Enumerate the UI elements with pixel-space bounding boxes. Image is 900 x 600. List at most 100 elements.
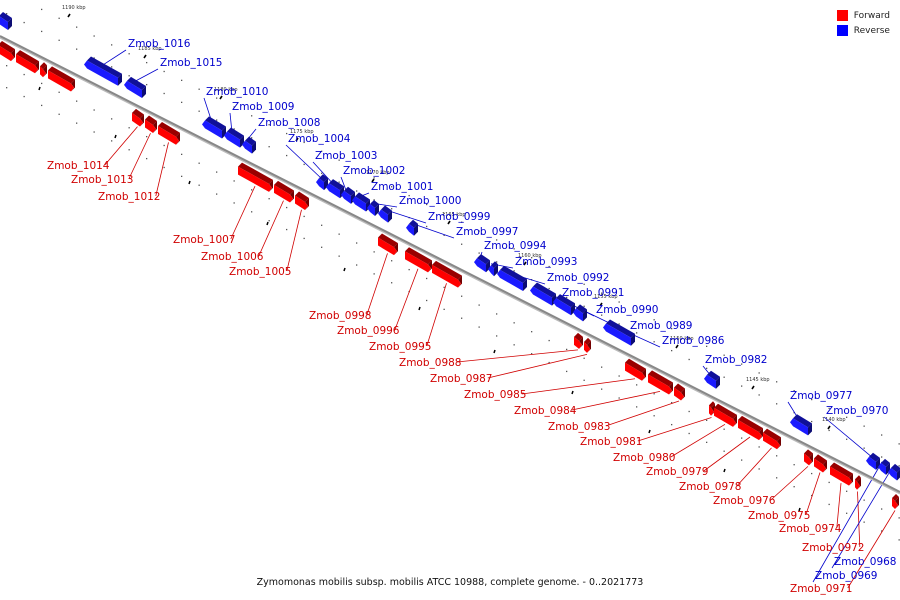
position-dot — [601, 366, 603, 368]
kbp-tick-label: 1155 kbp — [594, 294, 618, 300]
gene-feature-zmob-0996 — [405, 247, 432, 273]
feature-front-face — [574, 336, 582, 349]
feature-front-face — [497, 269, 523, 291]
feature-side-face — [823, 460, 827, 473]
feature-side-face — [140, 114, 144, 127]
kbp-tick-label: 1140 kbp — [822, 417, 846, 423]
feature-top-face — [500, 265, 527, 283]
gene-label-zmob-0971: Zmob_0971 — [790, 583, 852, 595]
gene-label-zmob-1007: Zmob_1007 — [173, 234, 235, 246]
leader-line — [394, 268, 419, 331]
gene-label-zmob-0970: Zmob_0970 — [826, 405, 888, 417]
kbp-tick-label: 1145 kbp — [746, 377, 770, 383]
feature-front-face — [625, 362, 645, 381]
feature-side-face — [494, 264, 498, 277]
position-dot — [583, 379, 585, 381]
position-dot — [286, 228, 288, 231]
feature-front-face — [804, 453, 812, 466]
position-dot — [251, 137, 253, 139]
position-dot — [41, 8, 43, 11]
position-dot — [478, 326, 480, 328]
feature-side-face — [579, 336, 583, 349]
kbp-tick-label: 1180 kbp — [214, 87, 238, 93]
position-dot — [233, 106, 235, 108]
position-dot — [286, 154, 288, 157]
feature-side-face — [142, 85, 146, 98]
feature-side-face — [8, 18, 12, 31]
position-dot — [496, 335, 498, 337]
minor-tick — [266, 221, 269, 226]
backbone-line — [0, 35, 900, 493]
position-dot — [478, 304, 480, 306]
gene-feature-zmob-0994 — [474, 254, 490, 273]
position-dot — [146, 61, 148, 64]
position-dot — [863, 447, 865, 449]
position-dot — [391, 282, 393, 284]
feature-front-face — [603, 323, 631, 346]
position-dot — [653, 415, 655, 417]
position-dot — [286, 206, 288, 209]
gene-feature-zmob-0995 — [432, 260, 462, 288]
position-dot — [233, 180, 235, 182]
feature-top-face — [227, 127, 244, 140]
gene-feature-zmob-0989 — [573, 304, 587, 322]
position-dot — [93, 57, 95, 59]
feature-side-face — [458, 275, 462, 288]
position-dot — [111, 140, 113, 142]
feature-front-face — [405, 251, 431, 273]
gene-feature-zmob-0988 — [574, 332, 583, 349]
position-dot — [793, 486, 795, 488]
feature-front-face — [432, 264, 461, 288]
position-dot — [881, 508, 883, 510]
position-dot — [181, 153, 183, 156]
kbp-tick-mark — [371, 178, 375, 183]
gene-label-zmob-0995: Zmob_0995 — [369, 341, 431, 353]
gene-label-zmob-1012: Zmob_1012 — [98, 191, 160, 203]
position-dot — [391, 186, 393, 188]
position-dot — [41, 82, 43, 85]
feature-top-face — [145, 115, 157, 126]
feature-side-face — [642, 368, 646, 381]
feature-top-face — [892, 493, 899, 501]
gene-feature-zmob-0976 — [804, 449, 813, 466]
gene-feature-zmob-0982 — [704, 370, 720, 389]
gene-feature-zmob-0992 — [497, 265, 527, 291]
feature-top-face — [274, 180, 294, 195]
gene-feature-zmob-0972 — [855, 475, 861, 490]
leader-line — [703, 436, 751, 472]
leader-line — [132, 68, 159, 83]
gene-feature-zmob-0978 — [763, 428, 781, 450]
gene-label-zmob-1014: Zmob_1014 — [47, 160, 110, 172]
gene-feature-partial — [0, 40, 15, 62]
position-dot — [653, 341, 655, 343]
feature-side-face — [716, 376, 720, 389]
feature-front-face — [378, 209, 388, 223]
position-dot — [776, 455, 778, 457]
feature-front-face — [892, 497, 898, 509]
legend: Forward Reverse — [836, 8, 890, 38]
feature-side-face — [669, 382, 673, 395]
gene-label-zmob-0984: Zmob_0984 — [514, 405, 577, 417]
kbp-tick-mark — [219, 95, 223, 100]
feature-front-face — [316, 178, 324, 191]
feature-top-face — [576, 304, 587, 314]
gene-feature-zmob-0998 — [378, 233, 398, 256]
position-dot — [163, 166, 165, 169]
gene-feature-zmob-0975 — [814, 454, 827, 473]
position-dot — [601, 314, 603, 316]
genome-caption: Zymomonas mobilis subsp. mobilis ATCC 10… — [256, 577, 644, 588]
position-dot — [741, 459, 743, 461]
feature-top-face — [606, 319, 635, 338]
feature-top-face — [378, 233, 398, 248]
feature-top-face — [491, 261, 498, 269]
gene-label-zmob-1016: Zmob_1016 — [128, 38, 191, 50]
feature-top-face — [881, 458, 890, 467]
gene-feature-zmob-1014 — [132, 108, 144, 127]
position-dot — [671, 327, 673, 330]
position-dot — [898, 465, 900, 467]
genome-backbone — [0, 35, 900, 495]
position-dot — [321, 150, 323, 152]
feature-front-face — [888, 467, 897, 481]
position-dot — [601, 388, 603, 390]
position-dot — [6, 65, 8, 67]
